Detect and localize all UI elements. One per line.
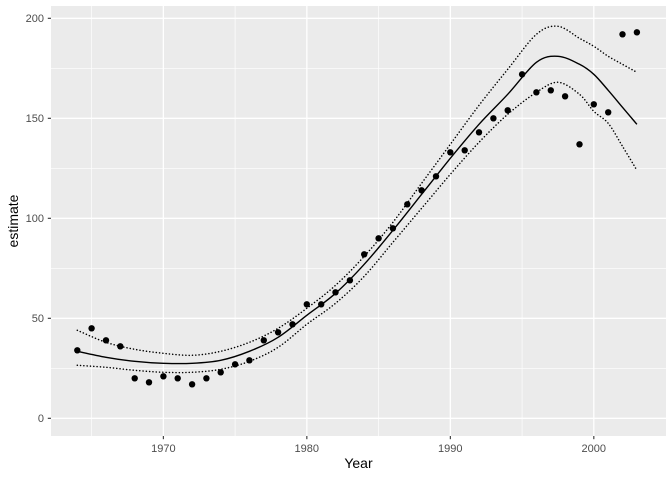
data-point [404,201,411,208]
data-point [490,115,497,122]
data-point [303,301,310,308]
data-point [533,89,540,96]
data-point [231,361,239,368]
grid-major [51,6,666,436]
data-point [274,329,282,336]
data-point [447,149,454,156]
data-point [203,375,210,382]
data-point [547,87,554,94]
data-point [504,107,511,114]
data-point [605,109,612,116]
data-point [619,31,626,38]
y-tick-label: 150 [26,113,44,125]
data-point [88,325,95,332]
confidence-band [76,25,638,374]
data-point [418,187,425,194]
x-tick-label: 1970 [151,443,175,455]
data-point [590,101,597,108]
data-point [432,173,440,180]
data-point [375,235,382,242]
data-point [145,379,153,386]
data-point [260,337,267,344]
data-point [188,381,196,388]
confidence-upper-dotted-line [76,25,638,357]
data-point [346,277,354,284]
data-point [576,141,583,148]
axis-tick-labels: 1970 1980 1990 2000 0 50 100 150 200 [26,13,606,455]
x-tick-label: 1980 [295,443,319,455]
y-tick-label: 100 [26,213,44,225]
data-points [74,29,641,388]
data-point [160,373,167,380]
data-point [332,289,339,296]
data-point [518,71,526,78]
y-tick-label: 200 [26,13,44,25]
data-point [131,375,138,382]
panel-background [51,6,666,436]
x-tick-label: 2000 [582,443,606,455]
y-axis-title: estimate [5,194,21,248]
data-point [102,337,110,344]
x-axis-title: Year [344,455,373,471]
data-point [318,301,325,308]
data-point [174,375,181,382]
x-tick-label: 1990 [438,443,462,455]
data-point [217,369,224,376]
data-point [461,147,468,154]
data-point [246,357,253,364]
data-point [561,93,569,100]
data-point [389,225,397,232]
data-point [475,129,483,136]
data-point [289,321,296,328]
data-point [117,343,124,350]
axis-ticks [47,17,595,440]
data-point [633,29,641,36]
data-point [74,347,81,354]
y-tick-label: 0 [38,413,44,425]
y-tick-label: 50 [32,313,44,325]
data-point [361,251,368,258]
